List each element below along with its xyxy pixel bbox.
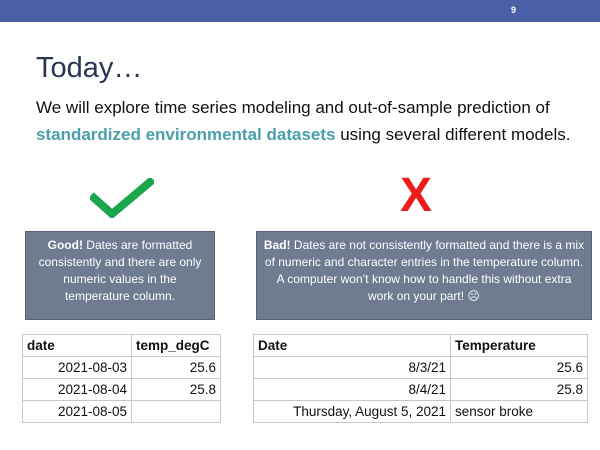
table-cell: 8/3/21 — [253, 356, 451, 379]
table-cell: 25.6 — [131, 356, 221, 379]
table-row: 2021-08-03 25.6 — [22, 356, 221, 379]
table-cell: Thursday, August 5, 2021 — [253, 400, 451, 423]
column-header: Date — [253, 334, 451, 357]
table-cell: 25.8 — [450, 378, 588, 401]
good-data-table: date temp_degC 2021-08-03 25.6 2021-08-0… — [22, 334, 221, 423]
table-cell — [131, 400, 221, 423]
table-row: Thursday, August 5, 2021 sensor broke — [253, 400, 588, 423]
body-text-end: using several different models. — [335, 125, 571, 144]
good-callout: Good! Dates are formatted consistently a… — [25, 231, 215, 320]
x-mark-icon: X — [400, 169, 433, 222]
slide-title: Today… — [36, 52, 143, 84]
column-header: temp_degC — [131, 334, 221, 357]
slide-number: 9 — [510, 5, 516, 15]
body-text-start: We will explore time series modeling and… — [36, 98, 550, 117]
table-cell: 8/4/21 — [253, 378, 451, 401]
bad-data-table: Date Temperature 8/3/21 25.6 8/4/21 25.8… — [253, 334, 588, 423]
table-row: 2021-08-05 — [22, 400, 221, 423]
good-label: Good! — [47, 238, 83, 252]
table-cell: 2021-08-04 — [22, 378, 132, 401]
bad-text: Dates are not consistently formatted and… — [264, 238, 585, 303]
table-cell: 2021-08-03 — [22, 356, 132, 379]
table-cell: 2021-08-05 — [22, 400, 132, 423]
body-highlight: standardized environmental datasets — [36, 125, 336, 144]
good-text: Dates are formatted consistently and the… — [38, 238, 202, 303]
bad-callout: Bad! Dates are not consistently formatte… — [256, 231, 592, 320]
column-header: Temperature — [450, 334, 588, 357]
table-row: 8/3/21 25.6 — [253, 356, 588, 379]
body-text: We will explore time series modeling and… — [36, 94, 576, 148]
checkmark-icon — [90, 178, 154, 218]
table-cell: sensor broke — [450, 400, 588, 423]
table-cell: 25.8 — [131, 378, 221, 401]
bad-label: Bad! — [263, 238, 291, 252]
table-header-row: Date Temperature — [253, 334, 588, 357]
column-header: date — [22, 334, 132, 357]
top-bar: 9 — [0, 0, 600, 22]
table-cell: 25.6 — [450, 356, 588, 379]
table-row: 8/4/21 25.8 — [253, 378, 588, 401]
table-header-row: date temp_degC — [22, 334, 221, 357]
table-row: 2021-08-04 25.8 — [22, 378, 221, 401]
